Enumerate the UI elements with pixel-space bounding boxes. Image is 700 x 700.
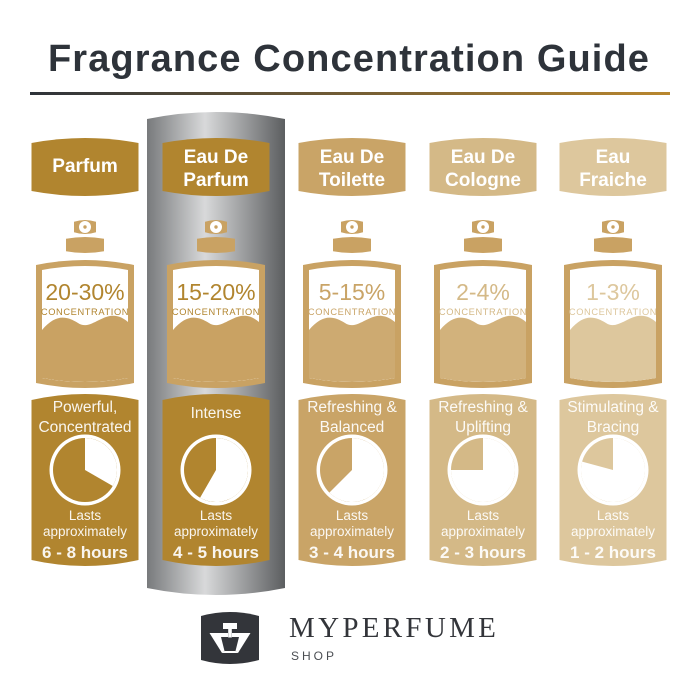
svg-text:Eau De: Eau De xyxy=(451,147,515,168)
svg-text:Refreshing &: Refreshing & xyxy=(438,399,528,416)
svg-text:3 - 4 hours: 3 - 4 hours xyxy=(309,543,395,562)
svg-text:approximately: approximately xyxy=(571,524,655,539)
svg-text:Bracing: Bracing xyxy=(587,419,640,436)
svg-text:Uplifting: Uplifting xyxy=(455,419,511,436)
svg-text:Powerful,: Powerful, xyxy=(53,399,118,416)
svg-text:Toilette: Toilette xyxy=(319,170,385,191)
svg-text:Balanced: Balanced xyxy=(320,419,385,436)
svg-text:Lasts: Lasts xyxy=(69,508,102,523)
svg-text:Concentrated: Concentrated xyxy=(38,419,131,436)
svg-text:Eau De: Eau De xyxy=(184,147,248,168)
svg-text:2 - 3 hours: 2 - 3 hours xyxy=(440,543,526,562)
svg-text:approximately: approximately xyxy=(310,524,394,539)
svg-text:Lasts: Lasts xyxy=(597,508,630,523)
svg-text:2-4%: 2-4% xyxy=(456,279,510,305)
svg-text:CONCENTRATION: CONCENTRATION xyxy=(308,307,396,317)
svg-text:20-30%: 20-30% xyxy=(45,279,124,305)
svg-text:approximately: approximately xyxy=(441,524,525,539)
svg-text:1-3%: 1-3% xyxy=(586,279,640,305)
svg-text:Intense: Intense xyxy=(191,405,242,422)
svg-text:15-20%: 15-20% xyxy=(176,279,255,305)
svg-text:Stimulating &: Stimulating & xyxy=(567,399,659,416)
svg-text:CONCENTRATION: CONCENTRATION xyxy=(41,307,129,317)
svg-text:1 - 2 hours: 1 - 2 hours xyxy=(570,543,656,562)
svg-text:approximately: approximately xyxy=(174,524,258,539)
svg-text:Lasts: Lasts xyxy=(200,508,233,523)
svg-text:CONCENTRATION: CONCENTRATION xyxy=(569,307,657,317)
svg-text:Refreshing &: Refreshing & xyxy=(307,399,397,416)
svg-text:Fraiche: Fraiche xyxy=(579,170,647,191)
svg-text:4 - 5 hours: 4 - 5 hours xyxy=(173,543,259,562)
svg-text:5-15%: 5-15% xyxy=(319,279,385,305)
svg-text:Eau: Eau xyxy=(596,147,631,168)
svg-text:approximately: approximately xyxy=(43,524,127,539)
svg-text:Eau De: Eau De xyxy=(320,147,384,168)
svg-text:Cologne: Cologne xyxy=(445,170,521,191)
svg-text:CONCENTRATION: CONCENTRATION xyxy=(439,307,527,317)
svg-text:Parfum: Parfum xyxy=(52,156,117,177)
svg-text:Lasts: Lasts xyxy=(336,508,369,523)
svg-text:Parfum: Parfum xyxy=(183,170,248,191)
svg-text:6 - 8 hours: 6 - 8 hours xyxy=(42,543,128,562)
svg-text:Lasts: Lasts xyxy=(467,508,500,523)
svg-text:CONCENTRATION: CONCENTRATION xyxy=(172,307,260,317)
